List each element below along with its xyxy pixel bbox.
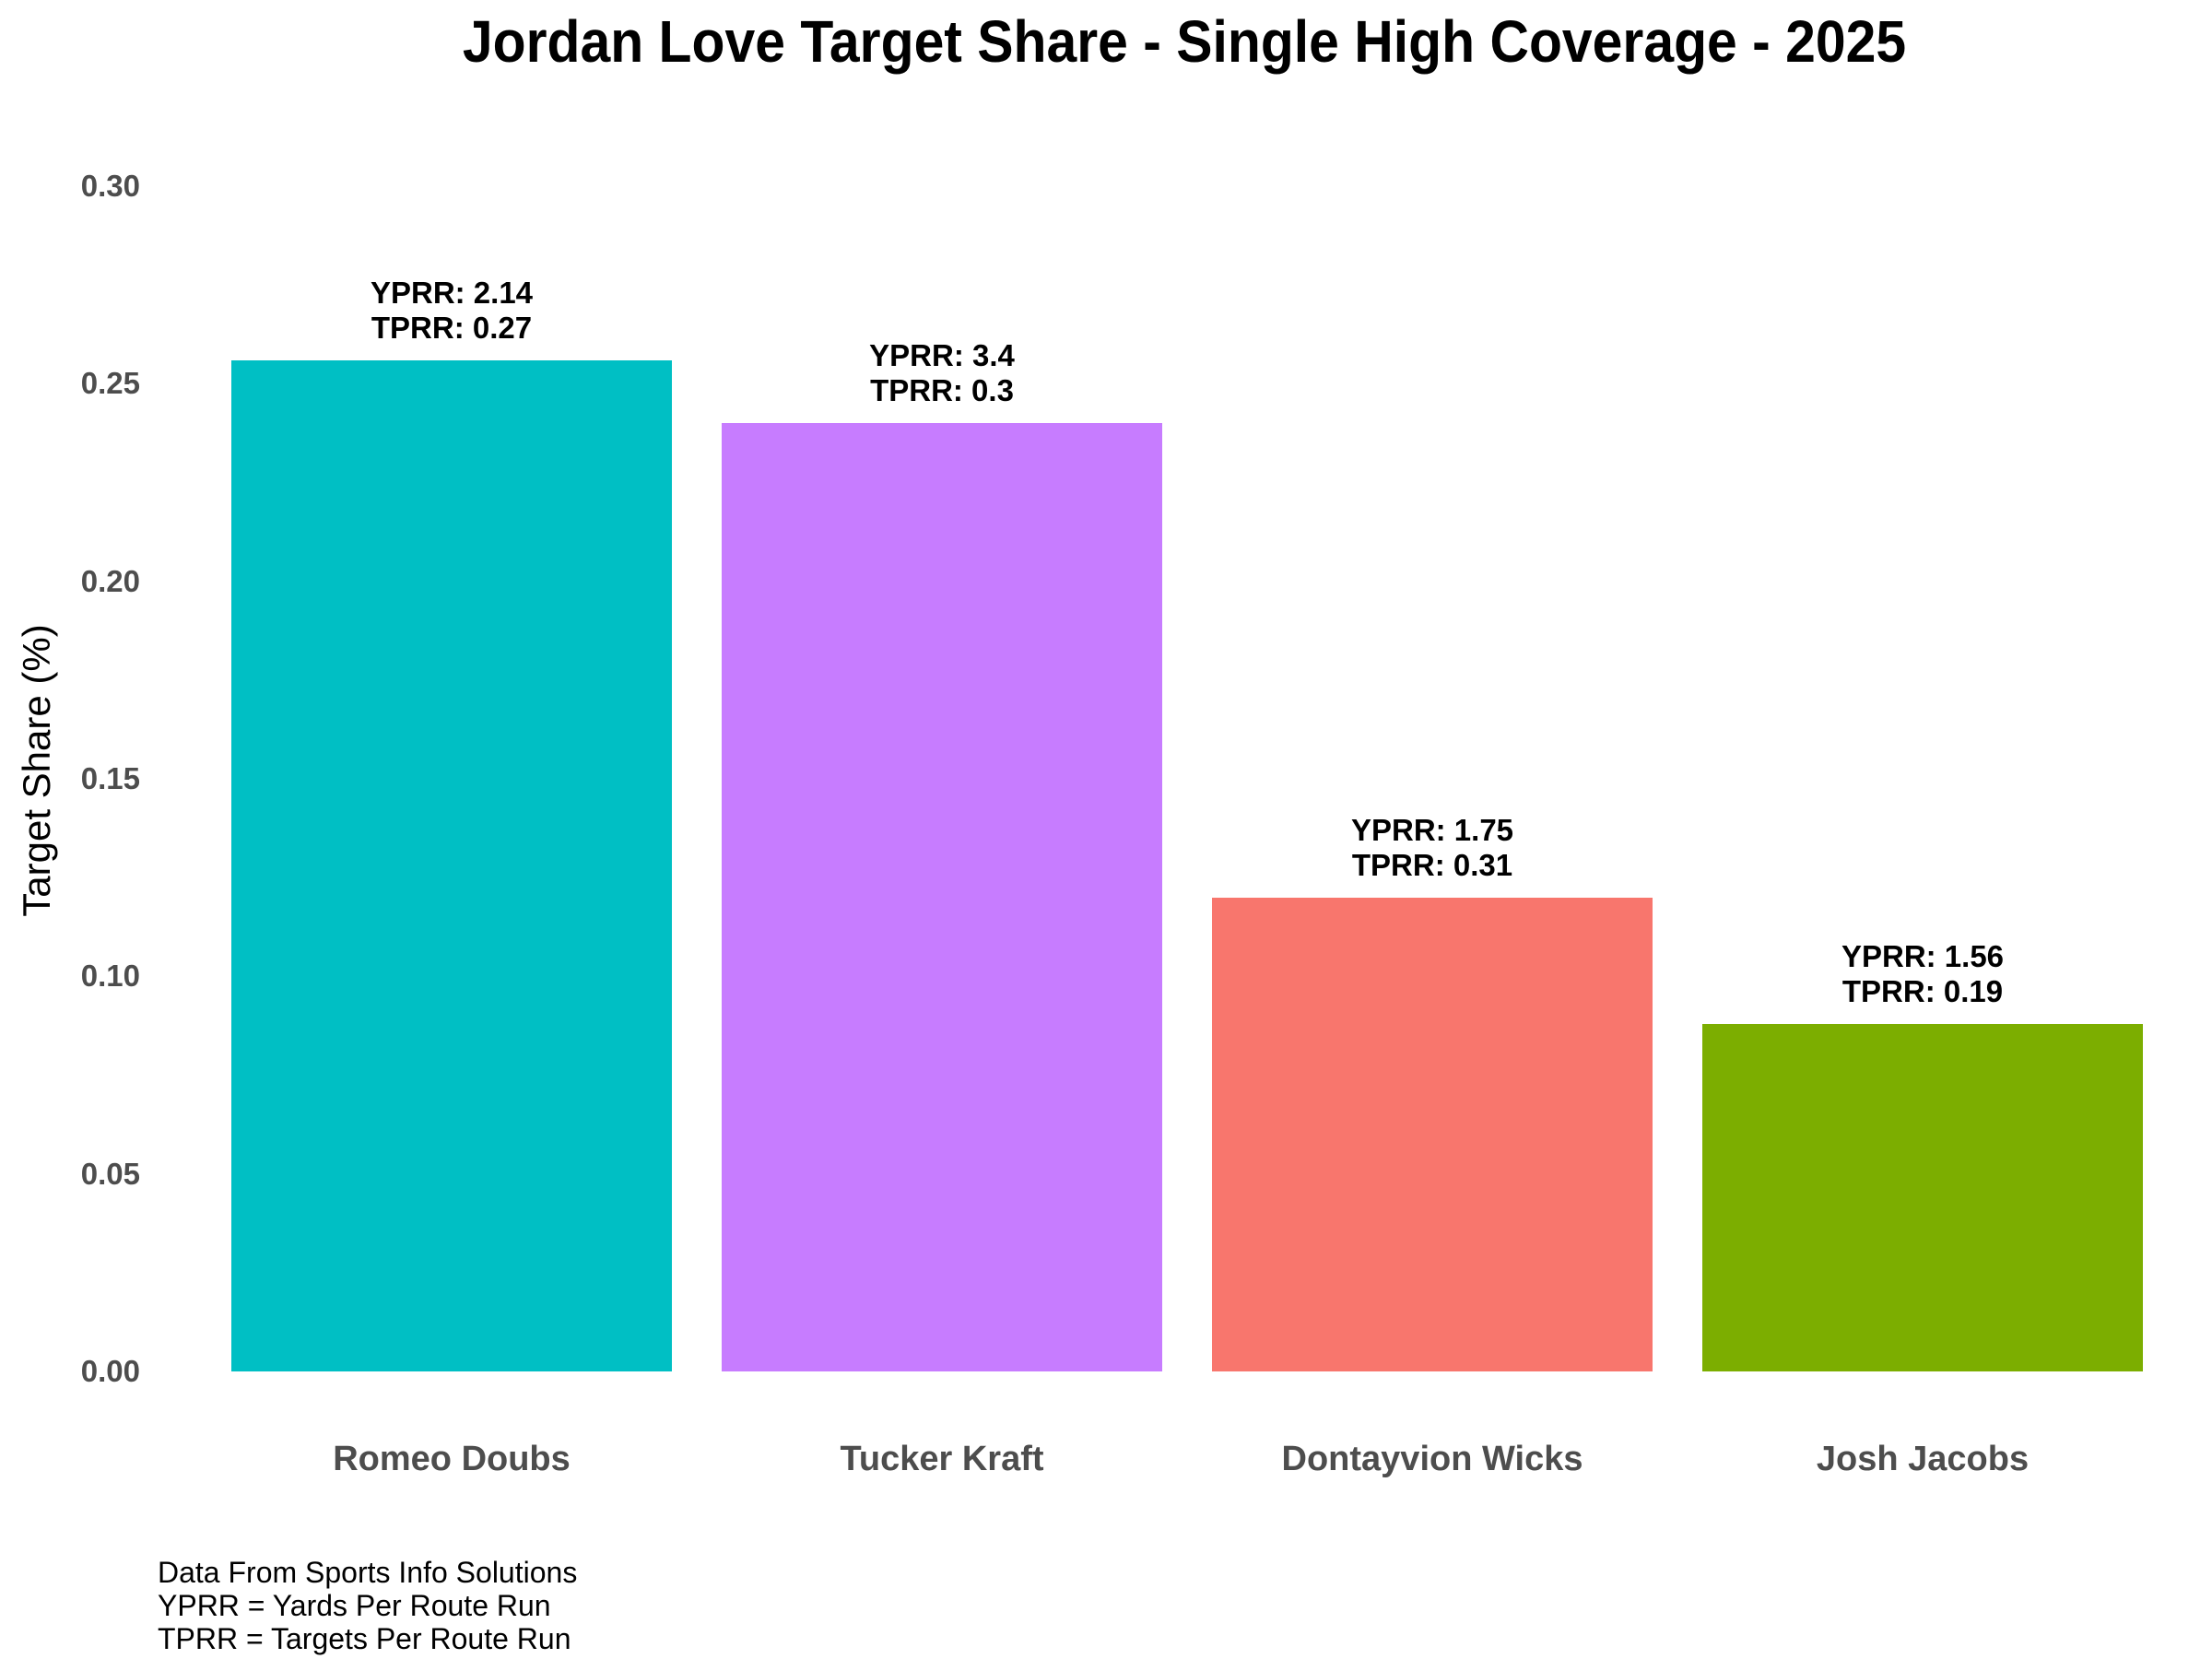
caption-yprr-definition: YPRR = Yards Per Route Run bbox=[158, 1589, 551, 1622]
y-tick-label: 0.30 bbox=[80, 169, 140, 203]
yprr-value: YPRR: 2.14 bbox=[370, 275, 534, 310]
y-tick-label: 0.20 bbox=[80, 563, 140, 598]
x-tick-label: Tucker Kraft bbox=[840, 1440, 1044, 1478]
tprr-value: TPRR: 0.3 bbox=[870, 373, 1014, 408]
bar-josh-jacobs bbox=[1702, 1023, 2143, 1371]
bar-dontayvion-wicks bbox=[1212, 897, 1653, 1371]
bar-romeo-doubs bbox=[231, 359, 672, 1371]
yprr-value: YPRR: 1.75 bbox=[1350, 812, 1514, 847]
y-tick-label: 0.15 bbox=[80, 761, 140, 795]
y-axis-label: Target Share (%) bbox=[15, 624, 58, 917]
x-tick-label: Romeo Doubs bbox=[333, 1440, 571, 1478]
bar-annotation: YPRR: 1.56 TPRR: 0.19 bbox=[1841, 939, 2004, 1009]
y-tick-label: 0.00 bbox=[80, 1354, 140, 1388]
tprr-value: TPRR: 0.19 bbox=[1841, 973, 2004, 1008]
y-tick-label: 0.10 bbox=[80, 959, 140, 994]
y-tick-label: 0.05 bbox=[80, 1156, 140, 1191]
chart-title: Jordan Love Target Share - Single High C… bbox=[462, 8, 1907, 75]
x-tick-label: Dontayvion Wicks bbox=[1281, 1440, 1583, 1478]
bar-annotation: YPRR: 1.75 TPRR: 0.31 bbox=[1351, 813, 1513, 883]
tprr-value: TPRR: 0.27 bbox=[371, 310, 533, 345]
y-tick-label: 0.25 bbox=[80, 366, 140, 401]
yprr-value: YPRR: 1.56 bbox=[1841, 938, 2005, 973]
caption: Data From Sports Info Solutions YPRR = Y… bbox=[158, 1556, 577, 1655]
yprr-value: YPRR: 3.4 bbox=[869, 338, 1015, 373]
bar-tucker-kraft bbox=[722, 423, 1162, 1371]
caption-tprr-definition: TPRR = Targets Per Route Run bbox=[158, 1622, 571, 1655]
x-tick-label: Josh Jacobs bbox=[1816, 1440, 2030, 1478]
tprr-value: TPRR: 0.31 bbox=[1351, 847, 1513, 882]
caption-source: Data From Sports Info Solutions bbox=[158, 1556, 578, 1589]
bar-annotation: YPRR: 3.4 TPRR: 0.3 bbox=[869, 338, 1015, 408]
bar-annotation: YPRR: 2.14 TPRR: 0.27 bbox=[371, 276, 533, 346]
